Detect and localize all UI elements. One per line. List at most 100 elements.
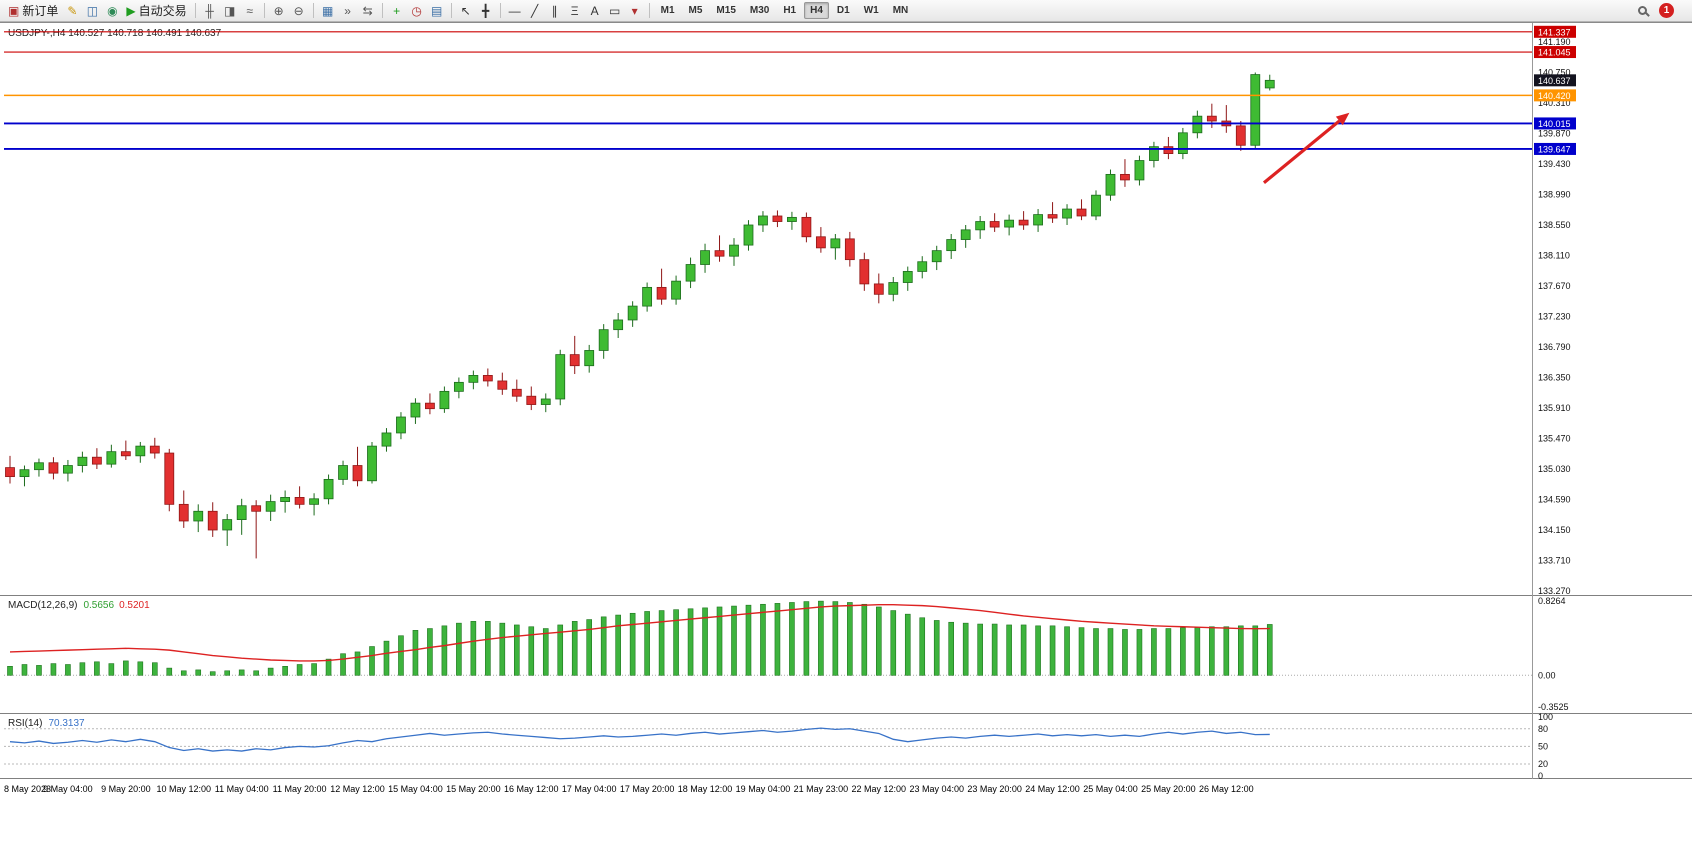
terminal-icon: ◫: [86, 3, 99, 18]
price-level-badge: [1534, 25, 1576, 38]
time-axis: 8 May 2023 9 May 04:00 9 May 20:00 10 May 1…: [0, 779, 1692, 803]
meta-editor-button[interactable]: ✎: [62, 2, 82, 20]
time-axis-label: 23 May 04:00: [909, 784, 964, 794]
price-level-badge: [1534, 89, 1576, 102]
toolbar-right: 1: [1638, 3, 1688, 18]
macd-panel[interactable]: MACD(12,26,9) 0.5656 0.5201 0.8264 0.00 -0.3…: [0, 595, 1692, 713]
indicators-icon: +: [393, 3, 401, 18]
candles-series: [5, 72, 1275, 559]
chart-window[interactable]: USDJPY-,H4 140.527 140.718 140.491 140.6…: [0, 22, 1692, 860]
price-tick-label: 139.430: [1538, 159, 1571, 169]
channel-icon: ∥: [551, 3, 558, 18]
autotrading-button[interactable]: ▶ 自动交易: [122, 2, 190, 20]
candlestick-chart-icon: ◨: [223, 3, 236, 18]
price-level-badge: [1534, 117, 1576, 130]
zoom-in-icon: ⊕: [273, 3, 284, 18]
autotrading-icon: ▶: [126, 3, 136, 18]
text-label-icon: ▭: [608, 3, 621, 18]
time-axis-label: 26 May 12:00: [1199, 784, 1254, 794]
timeframe-m5-button[interactable]: M5: [688, 5, 703, 16]
cursor-icon: ↖: [460, 3, 471, 18]
toolbar-separator: [499, 3, 501, 18]
price-tick-label: 141.190: [1538, 37, 1571, 47]
arrows-button[interactable]: ▾: [625, 2, 645, 20]
time-axis-label: 21 May 23:00: [793, 784, 849, 794]
auto-scroll-button[interactable]: »: [338, 2, 358, 20]
trendline-icon: ╱: [530, 3, 539, 18]
toolbar-separator: [381, 3, 383, 18]
new-order-button-label: 新订单: [22, 4, 59, 18]
time-axis-label: 11 May 04:00: [214, 784, 269, 794]
zoom-out-button[interactable]: ⊖: [289, 2, 309, 20]
timeframe-h4-button[interactable]: H4: [804, 2, 829, 19]
time-axis-label: 19 May 04:00: [735, 784, 791, 794]
fibonacci-icon: Ξ: [570, 3, 579, 18]
macd-main-value: 0.5656: [83, 600, 114, 611]
timeframe-m15-button[interactable]: M15: [716, 5, 736, 16]
svg-text:140.420: 140.420: [1538, 91, 1571, 101]
notification-badge[interactable]: 1: [1659, 3, 1674, 18]
meta-editor-icon: ✎: [67, 3, 78, 18]
rsi-tick-label: 80: [1538, 724, 1548, 734]
price-tick-label: 133.270: [1538, 586, 1571, 595]
community-button[interactable]: ◉: [102, 2, 122, 20]
text-label-button[interactable]: ▭: [605, 2, 625, 20]
timeframe-mn-button[interactable]: MN: [892, 5, 909, 16]
timeframe-m30-button[interactable]: M30: [749, 5, 770, 16]
price-tick-label: 138.110: [1538, 250, 1570, 260]
svg-text:141.337: 141.337: [1538, 27, 1571, 37]
horizontal-line-icon: ―: [508, 3, 521, 18]
rsi-panel[interactable]: RSI(14) 70.3137 100 80 50 20 0: [0, 713, 1692, 781]
cursor-button[interactable]: ↖: [456, 2, 476, 20]
price-tick-label: 139.870: [1538, 128, 1571, 138]
price-tick-label: 138.550: [1538, 220, 1571, 230]
macd-tick-label: 0.00: [1538, 670, 1556, 680]
svg-text:140.637: 140.637: [1538, 76, 1571, 86]
arrows-icon: ▾: [631, 3, 638, 18]
line-chart-icon: ≈: [246, 3, 253, 18]
candlestick-chart-button[interactable]: ◨: [220, 2, 240, 20]
svg-text:140.015: 140.015: [1538, 119, 1571, 129]
timeframe-d1-button[interactable]: D1: [836, 5, 850, 16]
bar-chart-icon: ╫: [205, 3, 214, 18]
time-axis-label: 11 May 20:00: [272, 784, 327, 794]
toolbar-separator: [450, 3, 452, 18]
price-tick-label: 134.590: [1538, 494, 1571, 504]
periods-button[interactable]: ◷: [407, 2, 427, 20]
fibonacci-button[interactable]: Ξ: [565, 2, 585, 20]
horizontal-line-button[interactable]: ―: [505, 2, 525, 20]
indicators-button[interactable]: +: [387, 2, 407, 20]
trend-arrow-annotation[interactable]: [1262, 119, 1341, 184]
trendline-button[interactable]: ╱: [525, 2, 545, 20]
price-tick-label: 135.470: [1538, 433, 1571, 443]
bar-chart-button[interactable]: ╫: [200, 2, 220, 20]
price-tick-label: 140.750: [1538, 67, 1571, 77]
search-icon[interactable]: [1638, 6, 1647, 15]
terminal-button[interactable]: ◫: [82, 2, 102, 20]
zoom-in-button[interactable]: ⊕: [269, 2, 289, 20]
new-order-button[interactable]: ▣ 新订单: [4, 2, 62, 20]
price-level-badge: [1534, 46, 1576, 59]
rsi-tick-label: 100: [1538, 713, 1553, 722]
macd-tick-label: -0.3525: [1538, 702, 1569, 712]
chart-title: USDJPY-,H4 140.527 140.718 140.491 140.6…: [8, 28, 222, 39]
timeframe-h1-button[interactable]: H1: [783, 5, 797, 16]
rsi-value: 70.3137: [48, 718, 85, 729]
macd-label: MACD(12,26,9): [8, 600, 77, 611]
templates-button[interactable]: ▤: [427, 2, 447, 20]
line-chart-button[interactable]: ≈: [240, 2, 260, 20]
text-button[interactable]: A: [585, 2, 605, 20]
toolbar-buttons: ▣ 新订单 ✎ ◫ ◉ ▶ 自动交易 ╫ ◨ ≈ ⊕ ⊖ ▦ » ⇆ + ◷ ▤ ↖ ╋ ― ╱ ∥ Ξ A ▭ ▾: [4, 0, 654, 21]
templates-icon: ▤: [430, 3, 443, 18]
timeframe-m1-button[interactable]: M1: [660, 5, 675, 16]
crosshair-icon: ╋: [481, 3, 490, 18]
chart-shift-button[interactable]: ⇆: [358, 2, 378, 20]
price-chart-panel[interactable]: USDJPY-,H4 140.527 140.718 140.491 140.6…: [0, 23, 1692, 595]
timeframe-w1-button[interactable]: W1: [863, 5, 879, 16]
tile-windows-button[interactable]: ▦: [318, 2, 338, 20]
crosshair-button[interactable]: ╋: [476, 2, 496, 20]
channel-button[interactable]: ∥: [545, 2, 565, 20]
price-tick-label: 135.910: [1538, 403, 1571, 413]
time-axis-label: 16 May 12:00: [503, 784, 559, 794]
